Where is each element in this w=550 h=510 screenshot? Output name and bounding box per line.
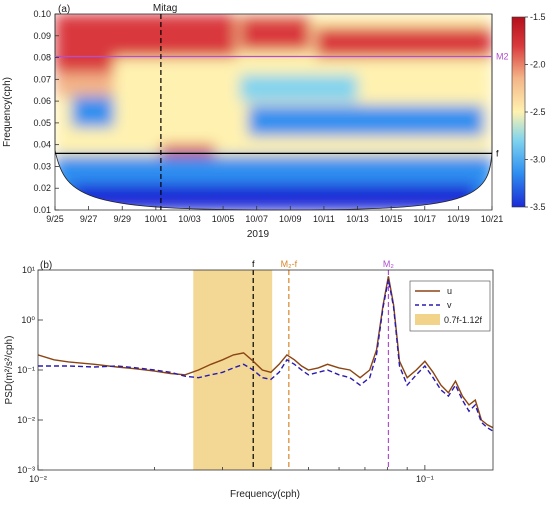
y-tick-label: 0.03 [33, 161, 51, 171]
heatmap-region [71, 96, 114, 128]
x-tick-label: 10/05 [212, 214, 235, 224]
legend-band-swatch [415, 314, 440, 325]
wavelet-axes-box [54, 13, 493, 211]
colorbar-tick-label: -1.5 [530, 12, 546, 22]
colorbar-tick-label: -2.5 [530, 107, 546, 117]
colorbar: -1.5 -2.0 -2.5 -3.0 -3.5 [511, 12, 546, 212]
vline-label: M₂ [383, 259, 394, 269]
y-tick-label: 0.07 [33, 74, 51, 84]
legend-v-label: v [447, 300, 452, 310]
wavelet-xlabel: 2019 [247, 229, 270, 240]
vline-label: f [252, 259, 255, 269]
psd-ylabel: PSD(m²/s²/cph) [4, 336, 15, 405]
y-tick-label: 0.10 [33, 9, 51, 19]
heatmap-region [239, 74, 358, 102]
panel-b-label: (b) [40, 260, 52, 271]
x-tick-label: 10/15 [380, 214, 403, 224]
y-tick-label: 0.05 [33, 118, 51, 128]
reference-label: f [496, 148, 499, 158]
psd-x-tick-label: 10⁻² [29, 474, 47, 484]
vline-label: M₂-f [281, 259, 298, 269]
psd-legend: u v 0.7f-1.12f [409, 280, 491, 332]
x-tick-label: 9/25 [46, 214, 64, 224]
x-tick-label: 10/03 [178, 214, 201, 224]
reference-label: M2 [496, 51, 509, 61]
psd-y-tick-label: 10⁻² [17, 415, 35, 425]
heatmap-region [55, 72, 123, 97]
y-tick-label: 0.02 [33, 183, 51, 193]
x-tick-label: 10/09 [279, 214, 302, 224]
heatmap-region [248, 105, 484, 136]
y-tick-label: 0.09 [33, 31, 51, 41]
colorbar-tick-label: -3.0 [530, 155, 546, 165]
colorbar-tick-label: -3.5 [530, 202, 546, 212]
x-tick-label: 9/27 [80, 214, 98, 224]
y-tick-label: 0.01 [33, 205, 51, 215]
y-tick-label: 0.08 [33, 53, 51, 63]
psd-y-tick-label: 10⁻³ [17, 465, 35, 475]
x-tick-label: 10/11 [313, 214, 335, 224]
x-tick-label: 10/13 [346, 214, 369, 224]
heatmap-region [239, 16, 311, 52]
x-tick-label: 9/29 [113, 214, 131, 224]
series-v [38, 279, 493, 432]
inertial-band [193, 270, 273, 470]
legend-band-label: 0.7f-1.12f [444, 315, 483, 325]
x-tick-label: 10/07 [245, 214, 268, 224]
psd-y-tick-label: 10⁻¹ [17, 365, 35, 375]
x-tick-label: 10/01 [145, 214, 168, 224]
x-tick-label: 10/19 [447, 214, 470, 224]
psd-xlabel: Frequency(cph) [230, 489, 300, 500]
x-tick-label: 10/21 [481, 214, 504, 224]
psd-x-tick-label: 10⁻¹ [416, 474, 434, 484]
wavelet-ylabel: Frequency(cph) [2, 77, 13, 147]
colorbar-scale [511, 16, 526, 208]
wavelet-heatmap [55, 14, 492, 210]
x-tick-label: 10/17 [414, 214, 437, 224]
panel-a-label: (a) [58, 4, 70, 15]
y-tick-label: 0.04 [33, 140, 51, 150]
psd-y-tick-label: 10⁰ [21, 315, 35, 325]
legend-u-label: u [447, 286, 452, 296]
event-label: Mitag [153, 3, 177, 14]
colorbar-tick-label: -2.0 [530, 60, 546, 70]
wavelet-panel: M2 f 0.01 0.02 0.03 0.04 0.05 0.06 0.07 0.08 0.09… [2, 3, 509, 240]
y-tick-label: 0.06 [33, 96, 51, 106]
psd-y-tick-label: 10¹ [22, 265, 35, 275]
